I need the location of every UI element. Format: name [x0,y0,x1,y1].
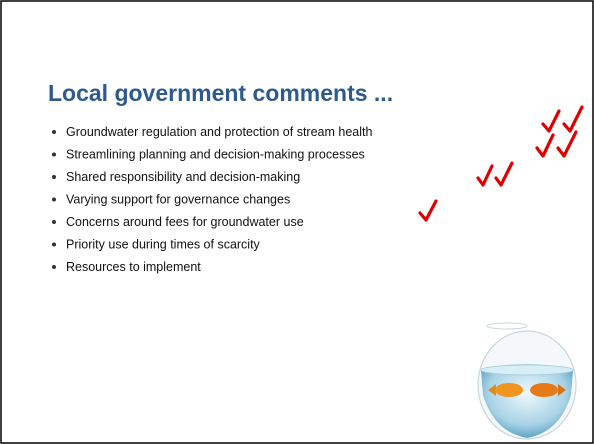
bullet-text: Shared responsibility and decision-makin… [66,170,300,184]
bullet-text: Resources to implement [66,260,201,274]
slide-title: Local government comments ... [48,80,393,106]
bullet-text: Concerns around fees for groundwater use [66,215,304,229]
slide: Local government comments ... Groundwate… [0,0,594,444]
bullet-text: Groundwater regulation and protection of… [66,125,372,139]
bullet-dot [52,175,56,179]
bullet-text: Streamlining planning and decision-makin… [66,148,365,162]
bullet-dot [52,243,56,247]
bullet-dot [52,265,56,269]
bullet-dot [52,220,56,224]
bullet-dot [52,153,56,157]
bullet-text: Varying support for governance changes [66,193,290,207]
bullet-dot [52,198,56,202]
bullet-text: Priority use during times of scarcity [66,238,261,252]
bullet-dot [52,130,56,134]
